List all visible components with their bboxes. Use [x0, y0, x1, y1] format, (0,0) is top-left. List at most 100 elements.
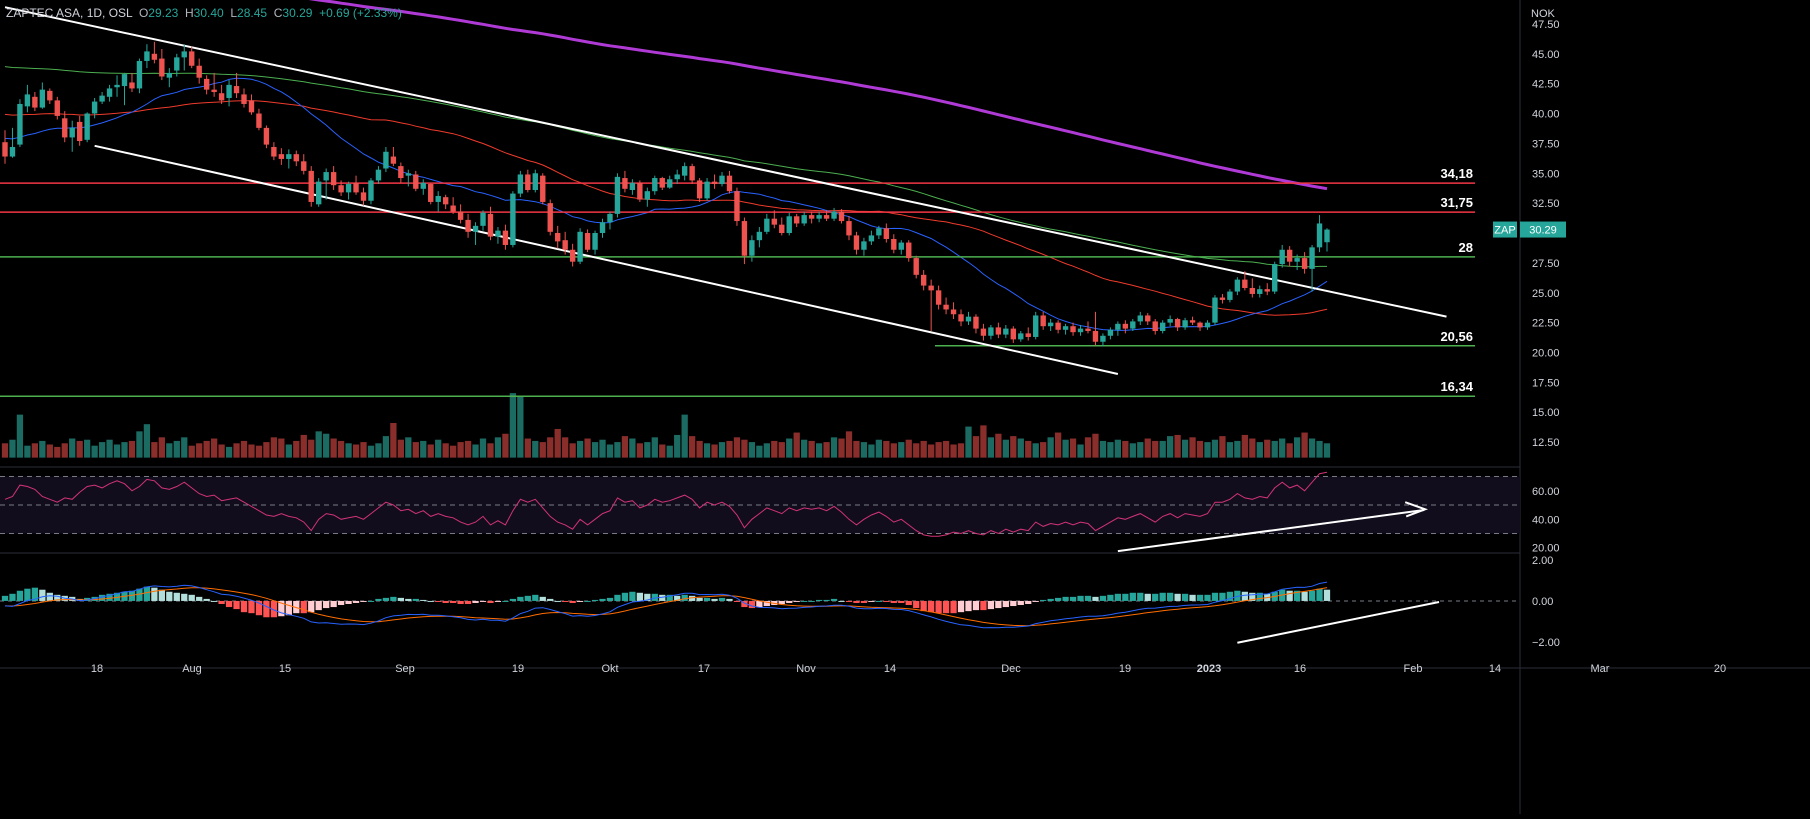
volume-bar: [1204, 442, 1211, 458]
time-tick-label: Nov: [796, 663, 816, 675]
candle-body: [233, 86, 240, 94]
volume-bar: [718, 442, 726, 458]
volume-bar: [285, 444, 292, 458]
volume-bar: [913, 443, 920, 458]
macd-histogram-bar: [464, 600, 472, 604]
candle-body: [2, 142, 8, 157]
volume-bar: [1, 443, 9, 458]
volume-bar: [1241, 434, 1248, 458]
candle-body: [1077, 328, 1084, 333]
volume-bar: [1316, 440, 1323, 458]
volume-bar: [659, 444, 666, 458]
volume-bar: [1122, 440, 1129, 458]
macd-histogram-bar: [435, 600, 442, 602]
macd-histogram-bar: [1084, 595, 1092, 601]
candle-body: [1294, 258, 1300, 262]
macd-histogram-bar: [726, 598, 733, 601]
open-value: 29.23: [148, 6, 179, 20]
ma100-line: [4, 66, 1327, 268]
macd-histogram-bar: [808, 600, 815, 602]
volume-bar: [1271, 440, 1278, 458]
candle-body: [398, 166, 404, 179]
macd-histogram-bar: [815, 599, 823, 601]
macd-histogram-bar: [644, 593, 651, 601]
candle-body: [308, 170, 314, 202]
close-label: C: [273, 6, 283, 20]
candle-body: [196, 65, 202, 78]
volume-bar: [352, 444, 360, 458]
candle-body: [958, 314, 964, 322]
macd-histogram-bar: [397, 597, 404, 601]
volume-bar: [786, 438, 793, 458]
volume-bar: [591, 442, 599, 458]
candle-body: [1152, 321, 1158, 331]
price-tick-label: 17.50: [1532, 377, 1560, 389]
volume-bar: [225, 446, 233, 458]
macd-histogram-bar: [562, 600, 569, 602]
volume-bar: [517, 395, 524, 458]
volume-bar: [1167, 436, 1174, 458]
volume-bar: [16, 414, 24, 458]
ma200-line: [308, 0, 1328, 191]
macd-histogram-bar: [31, 587, 39, 601]
macd-histogram-bar: [838, 600, 845, 602]
volume-bar: [995, 433, 1002, 458]
ma20-line: [4, 77, 1328, 331]
macd-histogram-bar: [1204, 594, 1211, 601]
volume-bar: [950, 444, 957, 458]
candle-body: [644, 191, 651, 200]
candle-body: [77, 121, 83, 142]
volume-bar: [1181, 439, 1189, 458]
candle-body: [1122, 323, 1129, 329]
volume-bar: [390, 422, 397, 458]
candle-body: [808, 215, 815, 219]
candle-body: [174, 57, 180, 71]
macd-histogram-bar: [666, 594, 673, 601]
volume-bar: [9, 439, 16, 458]
candle-body: [1145, 315, 1151, 322]
candle-body: [599, 222, 606, 234]
candle-body: [980, 328, 987, 336]
volume-bar: [84, 439, 91, 458]
volume-bar: [1137, 442, 1144, 458]
candle-body: [696, 180, 703, 199]
volume-bar: [1211, 439, 1219, 458]
candle-body: [846, 221, 852, 236]
candle-body: [1107, 329, 1114, 336]
volume-bar: [91, 445, 98, 458]
candle-body: [629, 182, 636, 190]
candle-body: [1272, 264, 1278, 292]
candle-body: [525, 174, 531, 190]
volume-bar: [323, 433, 330, 458]
price-tick-label: 32.50: [1532, 198, 1560, 210]
candle-body: [368, 180, 374, 201]
candle-body: [1227, 291, 1233, 300]
candle-body: [1085, 328, 1091, 331]
macd-histogram-bar: [218, 600, 225, 604]
volume-bar: [860, 442, 868, 458]
macd-histogram-bar: [1286, 590, 1293, 601]
price-badge-label: 30.29: [1529, 225, 1557, 237]
macd-histogram-bar: [352, 600, 360, 603]
macd-histogram-bar: [1129, 592, 1136, 601]
volume-bar: [1308, 438, 1316, 458]
candle-body: [47, 90, 53, 101]
volume-bar: [1196, 440, 1204, 458]
price-tick-label: 42.50: [1532, 79, 1560, 91]
macd-histogram-bar: [203, 598, 210, 601]
volume-bar: [980, 425, 987, 458]
macd-histogram-bar: [547, 598, 554, 601]
volume-bar: [942, 440, 950, 458]
volume-bar: [472, 444, 479, 458]
time-tick-label: Okt: [601, 663, 618, 675]
macd-histogram-bar: [591, 599, 599, 601]
candle-body: [106, 88, 113, 97]
volume-bar: [181, 437, 188, 458]
candle-body: [1174, 319, 1181, 328]
candle-body: [428, 184, 434, 202]
volume-bar: [405, 437, 412, 458]
macd-histogram-bar: [1234, 590, 1241, 601]
time-tick-label: 20: [1714, 663, 1726, 675]
